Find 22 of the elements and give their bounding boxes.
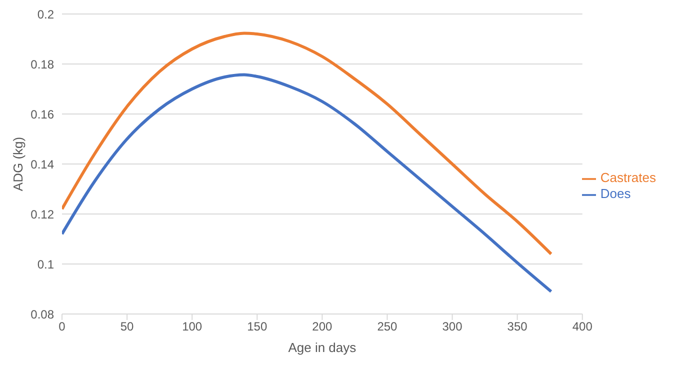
line-series bbox=[62, 73, 553, 293]
y-tick-label: 0.08 bbox=[30, 307, 54, 322]
x-tick-label: 0 bbox=[58, 320, 66, 334]
y-tick-label: 0.14 bbox=[30, 157, 54, 172]
y-tick-label: 0.1 bbox=[37, 257, 54, 272]
y-tick-label: 0.18 bbox=[30, 57, 54, 72]
legend-label: Castrates bbox=[600, 170, 656, 186]
x-tick-label: 100 bbox=[182, 320, 202, 334]
x-axis-title: Age in days bbox=[288, 340, 357, 355]
y-tick-label: 0.2 bbox=[37, 7, 54, 22]
legend-label: Does bbox=[600, 186, 631, 201]
x-tick-label: 50 bbox=[120, 320, 134, 334]
y-tick-label: 0.12 bbox=[30, 207, 54, 222]
x-tick-label: 250 bbox=[377, 320, 398, 334]
x-tick-label: 150 bbox=[247, 320, 268, 334]
y-axis-title: ADG (kg) bbox=[10, 136, 26, 192]
x-tick-label: 400 bbox=[572, 320, 593, 334]
x-tick-label: 300 bbox=[442, 320, 463, 334]
x-tick-label: 350 bbox=[507, 320, 528, 334]
y-tick-label: 0.16 bbox=[30, 107, 54, 122]
x-tick-label: 200 bbox=[312, 320, 333, 334]
line-series bbox=[62, 32, 553, 256]
